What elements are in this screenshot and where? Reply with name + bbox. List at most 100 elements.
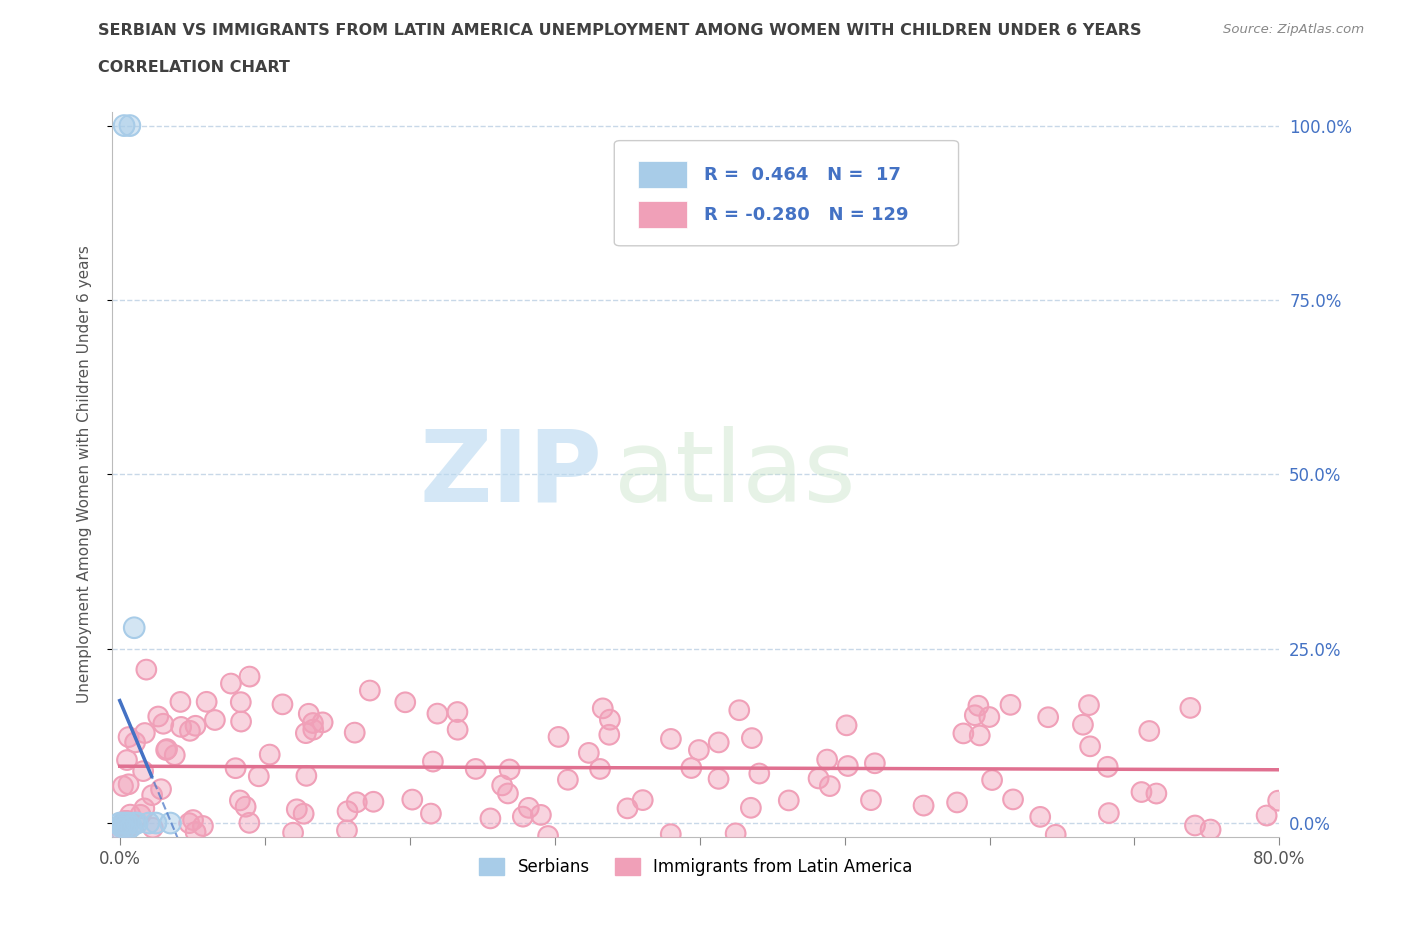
Point (117, 816, 139, 830)
Point (112, 821, 135, 836)
Point (110, 819, 132, 834)
Point (659, 732, 682, 747)
Point (117, 777, 139, 791)
Point (446, 723, 468, 737)
Point (145, 816, 167, 830)
Point (271, 697, 294, 711)
Point (963, 708, 986, 723)
Point (740, 801, 762, 816)
Point (401, 792, 423, 807)
Point (311, 715, 333, 730)
Point (132, 764, 155, 778)
Point (229, 714, 252, 729)
Point (195, 695, 218, 710)
Point (1097, 760, 1119, 775)
Point (204, 712, 226, 727)
Point (741, 731, 763, 746)
Point (981, 773, 1004, 788)
Point (145, 816, 167, 830)
Point (155, 742, 177, 757)
Point (235, 799, 257, 814)
Point (815, 752, 838, 767)
Point (1036, 710, 1059, 724)
Point (446, 723, 468, 737)
Point (1199, 822, 1222, 837)
Point (302, 723, 325, 737)
Point (659, 827, 682, 842)
Point (498, 762, 520, 777)
Point (142, 820, 165, 835)
Point (517, 801, 540, 816)
Point (120, 807, 142, 822)
Point (115, 752, 138, 767)
Point (1184, 818, 1206, 833)
Point (912, 798, 935, 813)
Point (946, 795, 969, 810)
Point (589, 762, 612, 777)
Point (141, 788, 163, 803)
Point (578, 746, 600, 761)
Point (598, 727, 620, 742)
Point (1267, 793, 1289, 808)
Point (169, 695, 191, 710)
Point (394, 695, 416, 710)
Point (1199, 822, 1222, 837)
Point (118, 118, 141, 133)
Point (748, 766, 770, 781)
Point (859, 792, 882, 807)
Point (631, 792, 654, 807)
Point (1045, 828, 1067, 843)
Point (336, 804, 359, 818)
Point (159, 816, 181, 830)
Point (134, 725, 156, 740)
Point (163, 748, 186, 763)
Point (1098, 805, 1121, 820)
Point (179, 816, 201, 830)
Point (163, 748, 186, 763)
Point (108, 816, 131, 830)
Point (117, 820, 139, 835)
Point (479, 811, 502, 826)
Point (963, 708, 986, 723)
Point (124, 735, 146, 750)
Point (238, 670, 260, 684)
Y-axis label: Unemployment Among Women with Children Under 6 years: Unemployment Among Women with Children U… (77, 246, 91, 703)
Point (292, 806, 315, 821)
Point (336, 823, 359, 838)
Point (114, 816, 136, 830)
Point (631, 792, 654, 807)
Point (336, 804, 359, 818)
Point (979, 710, 1001, 724)
Point (156, 741, 179, 756)
Point (589, 762, 612, 777)
Point (204, 712, 226, 727)
Point (818, 778, 841, 793)
Point (229, 714, 252, 729)
Text: atlas: atlas (614, 426, 856, 523)
Point (530, 807, 553, 822)
Point (112, 118, 135, 133)
Point (863, 756, 886, 771)
Point (1180, 700, 1202, 715)
Point (946, 795, 969, 810)
Point (179, 724, 201, 738)
Point (1002, 792, 1025, 807)
Point (1180, 700, 1202, 715)
Point (238, 670, 260, 684)
Point (229, 793, 252, 808)
Point (108, 823, 131, 838)
Point (724, 826, 747, 841)
Point (184, 718, 207, 733)
Point (184, 718, 207, 733)
Point (336, 823, 359, 838)
FancyBboxPatch shape (614, 140, 959, 246)
Point (271, 697, 294, 711)
Point (599, 712, 621, 727)
Text: R = -0.280   N = 129: R = -0.280 N = 129 (704, 206, 908, 223)
Point (170, 720, 193, 735)
Point (1137, 724, 1160, 738)
Point (225, 761, 247, 776)
Point (1078, 738, 1101, 753)
Point (150, 782, 173, 797)
Point (659, 732, 682, 747)
